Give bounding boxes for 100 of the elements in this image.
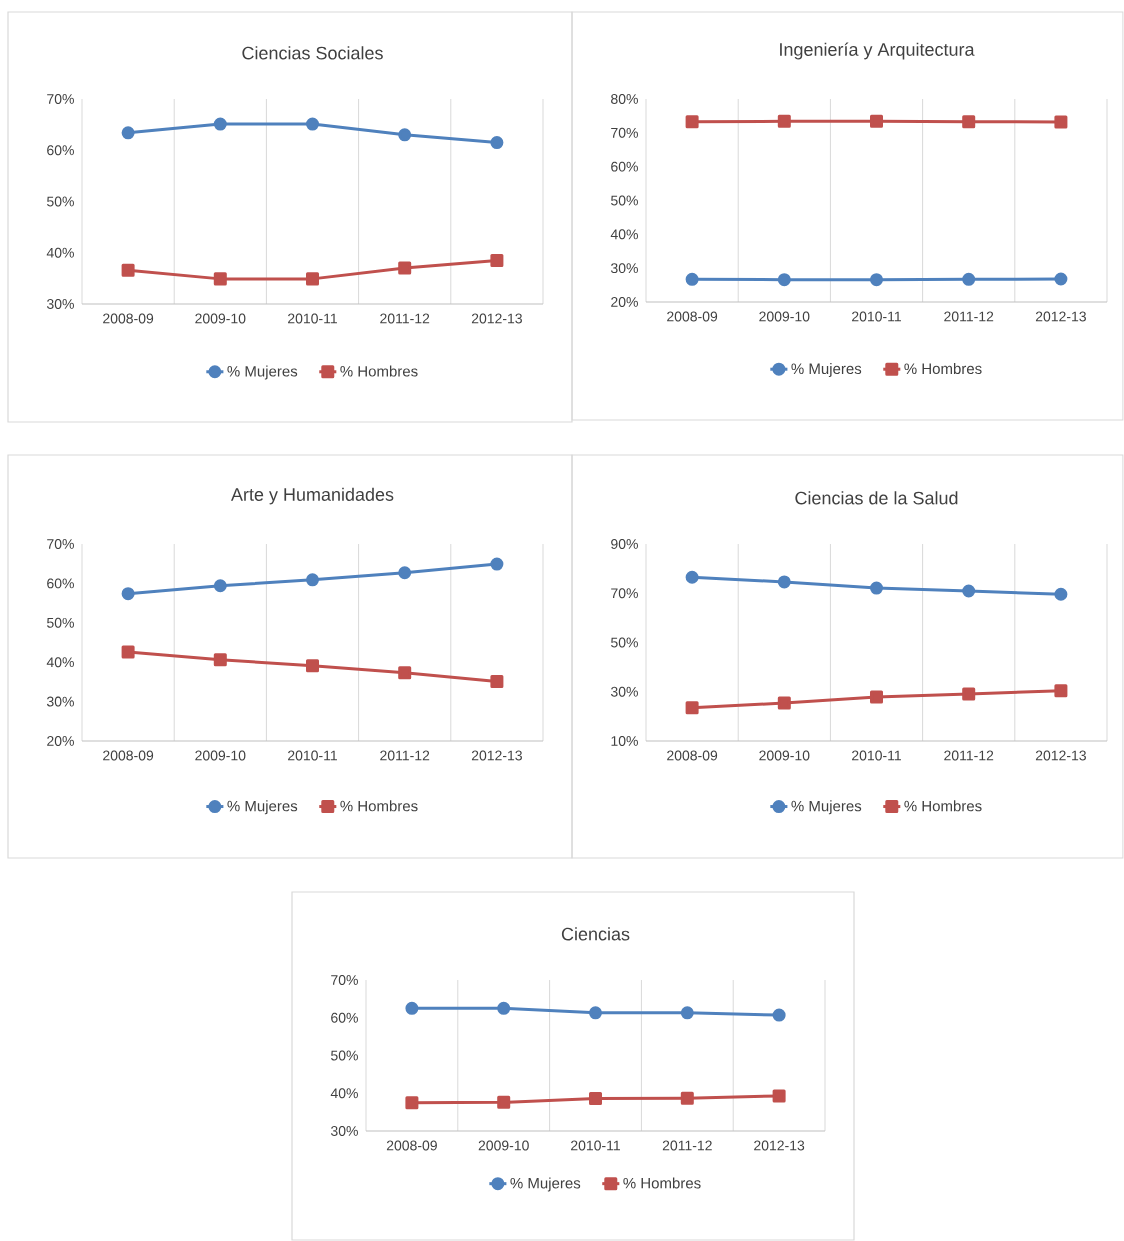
x-tick-label: 2010-11 [852,750,902,761]
x-tick-label: 2010-11 [288,750,338,761]
chart-title: Arte y Humanidades [231,487,394,505]
y-tick-label: 50% [331,1050,359,1061]
point [490,136,504,150]
point [497,1095,511,1109]
point [870,581,884,595]
point [685,570,699,584]
y-tick-label: 50% [611,637,639,648]
y-tick-label: 70% [47,94,75,104]
y-tick-label: 50% [47,196,75,207]
point [490,557,504,571]
point [772,1089,786,1103]
y-tick-label: 60% [611,161,639,172]
y-tick-label: 40% [46,657,75,668]
y-tick-label: 80% [611,94,639,104]
point [685,115,699,129]
x-tick-label: 2012-13 [472,750,523,761]
x-tick-label: 2009-10 [195,313,246,324]
chart-title: Ingeniería y Arquitectura [780,42,975,60]
x-tick-label: 2008-09 [387,1140,438,1151]
point [870,273,884,287]
y-tick-label: 70% [611,127,639,138]
point [214,579,227,593]
point [497,1001,511,1015]
y-tick-label: 30% [331,1126,359,1136]
point [589,1006,603,1020]
point [306,117,320,131]
point [490,253,504,267]
point [490,675,504,688]
point [778,114,792,128]
y-tick-label: 40% [46,247,75,258]
point [778,696,792,710]
point [1054,587,1068,601]
x-tick-label: 2011-12 [380,313,430,324]
point [214,117,227,131]
x-tick-label: 2012-13 [1036,750,1087,761]
x-tick-label: 2009-10 [759,750,810,761]
point [121,126,135,140]
point [121,645,135,659]
point [962,687,976,701]
y-tick-label: 20% [47,736,75,746]
point [778,273,792,287]
y-tick-label: 70% [611,588,639,599]
chart-title: Ciencias de la Salud [795,491,958,505]
y-tick-label: 40% [610,229,639,240]
legend-label: % Hombres [904,363,982,375]
x-tick-label: 2011-12 [944,750,994,761]
point [870,114,884,128]
x-tick-label: 2010-11 [288,313,338,324]
x-tick-label: 2011-12 [380,750,430,761]
chart-title: Ciencias [562,927,630,941]
legend-label: % Mujeres [227,800,298,815]
point [398,261,412,275]
x-tick-label: 2008-09 [103,313,154,324]
point [962,272,976,286]
legend-label: % Mujeres [227,365,298,380]
x-tick-label: 2008-09 [667,311,718,322]
point [1054,115,1068,129]
x-tick-label: 2011-12 [944,311,994,322]
point [1054,684,1068,698]
x-tick-label: 2012-13 [754,1140,805,1151]
y-tick-label: 60% [331,1012,359,1023]
point [681,1006,695,1020]
point [962,584,976,598]
legend-label: % Mujeres [791,363,862,377]
point [1054,272,1068,286]
point [589,1092,603,1106]
y-tick-label: 60% [47,145,75,156]
y-tick-label: 30% [611,263,639,274]
point [306,659,320,673]
y-tick-label: 70% [47,539,75,549]
point [681,1091,695,1105]
y-tick-label: 10% [611,736,639,746]
point [121,263,135,277]
point [685,272,699,286]
point [214,272,227,286]
y-tick-label: 20% [611,297,639,307]
y-tick-label: 40% [330,1088,359,1099]
x-tick-label: 2010-11 [571,1140,621,1151]
y-tick-label: 50% [47,617,75,628]
y-tick-label: 60% [47,578,75,589]
y-tick-label: 90% [611,539,639,549]
point [121,587,135,601]
point [398,666,412,680]
y-tick-label: 30% [611,686,639,697]
x-tick-label: 2008-09 [667,750,718,761]
x-tick-label: 2009-10 [195,750,246,761]
point [962,115,976,129]
point [685,701,699,715]
y-tick-label: 70% [331,975,359,985]
x-tick-label: 2011-12 [663,1140,712,1151]
point [306,573,320,587]
legend-label: % Hombres [340,365,418,377]
point [398,128,412,142]
x-tick-label: 2012-13 [1036,311,1087,322]
y-tick-label: 30% [47,696,75,707]
x-tick-label: 2010-11 [852,311,902,322]
legend-label: % Mujeres [510,1177,581,1192]
legend-label: % Hombres [904,800,982,812]
